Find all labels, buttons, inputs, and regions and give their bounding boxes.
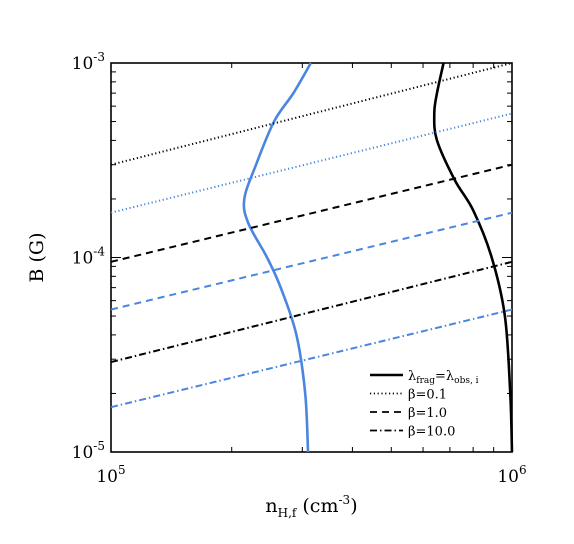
x-axis-title-main: n	[265, 495, 277, 517]
x-axis-title-superscript: -3	[338, 493, 350, 507]
x-tick-label: 105	[96, 463, 125, 487]
y-axis-title: B (G)	[26, 232, 48, 282]
x-axis-title-unit: (cm	[296, 495, 338, 517]
x-axis-title-close: )	[350, 495, 357, 517]
tick-labels: 105 106 10-5 10-4 10-3	[72, 50, 527, 487]
axis-ticks	[110, 62, 513, 453]
y-tick-label: 10-3	[72, 50, 105, 74]
x-axis-title-subscript: H,f	[278, 506, 298, 520]
black-dashed-line	[110, 163, 513, 263]
y-tick-label: 10-5	[72, 439, 105, 463]
x-tick-label: 106	[497, 463, 526, 487]
legend-label: β=1.0	[408, 406, 447, 421]
legend-label: λfrag=λobs, i	[408, 369, 479, 386]
legend-label: β=0.1	[408, 388, 447, 403]
blue-dashdot-line	[110, 308, 513, 409]
black-dashdot-line	[110, 260, 513, 364]
blue-solid-curve	[242, 62, 312, 453]
black-dotted-line	[110, 62, 513, 166]
legend-label: β=10.0	[408, 425, 455, 440]
plot-frame	[110, 62, 513, 453]
blue-dotted-line	[110, 112, 513, 214]
black-solid-curve	[432, 62, 514, 453]
legend: λfrag=λobs, i β=0.1 β=1.0 β=10.0	[370, 369, 479, 440]
data-series	[110, 62, 514, 453]
plot-frame-group	[110, 62, 513, 453]
x-axis-title: nH,f (cm-3)	[265, 493, 357, 520]
blue-dashed-line	[110, 211, 513, 311]
y-tick-label: 10-4	[72, 245, 106, 269]
axis-titles: B (G) nH,f (cm-3)	[26, 232, 358, 520]
